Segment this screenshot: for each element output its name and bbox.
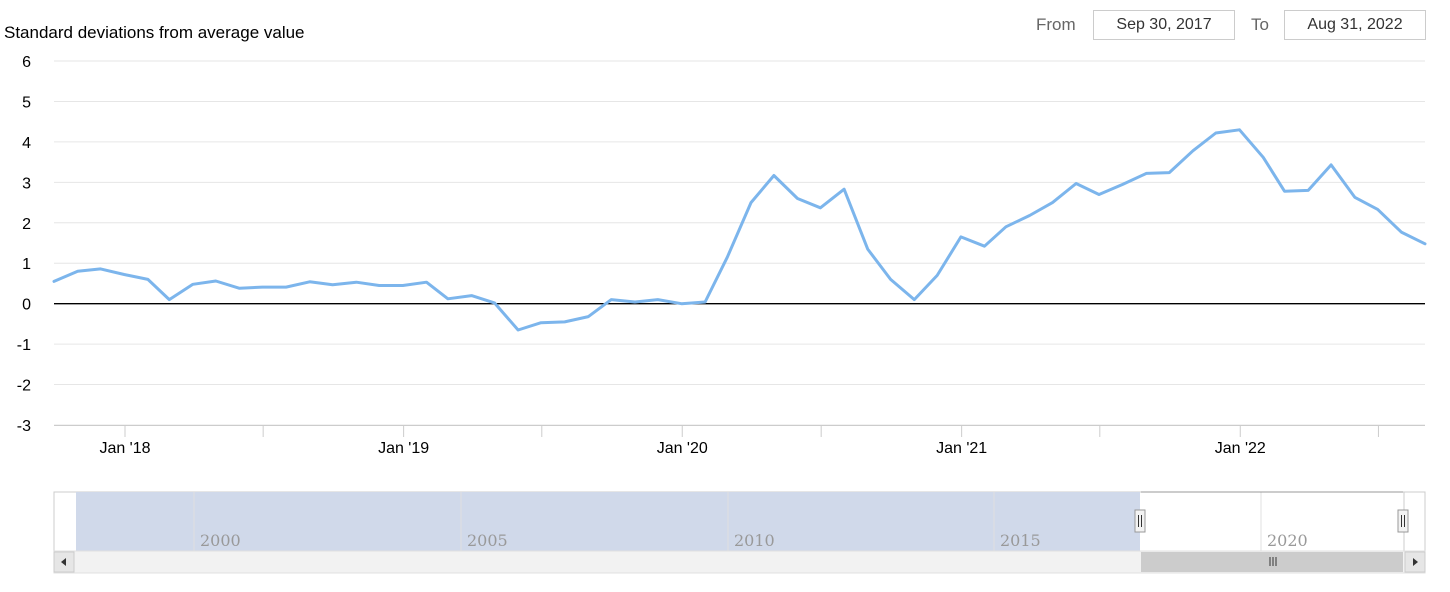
navigator-handle[interactable]	[1134, 509, 1146, 533]
y-tick-label: -3	[17, 418, 31, 435]
x-tick-label: Jan '22	[1215, 440, 1266, 457]
range-from-input[interactable]: Sep 30, 2017	[1093, 10, 1235, 40]
series-group	[52, 128, 1427, 332]
navigator-label: 2010	[734, 531, 775, 550]
navigator-label: 2015	[1000, 531, 1041, 550]
navigator-label: 2005	[467, 531, 508, 550]
y-tick-label: -1	[17, 337, 31, 354]
y-axis-ticks: 6 5 4 3 2 1 0 -1 -2 -3	[17, 54, 31, 435]
x-tick-label: Jan '21	[936, 440, 987, 457]
y-tick-label: 6	[22, 54, 31, 71]
navigator[interactable]: 2000 2005 2010 2015 2020	[53, 491, 1426, 574]
x-tick-label: Jan '19	[378, 440, 429, 457]
grid-lines	[54, 60, 1425, 426]
range-to-label: To	[1251, 15, 1269, 34]
navigator-handle[interactable]	[1397, 509, 1409, 533]
y-tick-label: 2	[22, 216, 31, 233]
arrow-right-icon	[1413, 558, 1418, 566]
y-tick-label: 3	[22, 175, 31, 192]
x-tick-label: Jan '18	[99, 440, 150, 457]
y-tick-label: 0	[22, 297, 31, 314]
navigator-label: 2000	[200, 531, 241, 550]
y-axis-title: Standard deviations from average value	[4, 23, 305, 42]
handle-box	[1397, 509, 1409, 533]
scrollbar-thumb[interactable]	[1141, 552, 1403, 572]
x-axis: Jan '18 Jan '19 Jan '20 Jan '21 Jan '22	[54, 425, 1425, 457]
handle-box	[1134, 509, 1146, 533]
y-tick-label: 4	[22, 135, 31, 152]
navigator-label: 2020	[1267, 531, 1308, 550]
range-from-label: From	[1036, 15, 1076, 34]
y-tick-label: 1	[22, 256, 31, 273]
y-tick-label: 5	[22, 94, 31, 111]
arrow-left-icon	[61, 558, 66, 566]
x-tick-label: Jan '20	[657, 440, 708, 457]
navigator-mask	[76, 492, 1140, 551]
y-tick-label: -2	[17, 378, 31, 395]
series-line	[52, 128, 1427, 332]
range-to-input[interactable]: Aug 31, 2022	[1284, 10, 1426, 40]
